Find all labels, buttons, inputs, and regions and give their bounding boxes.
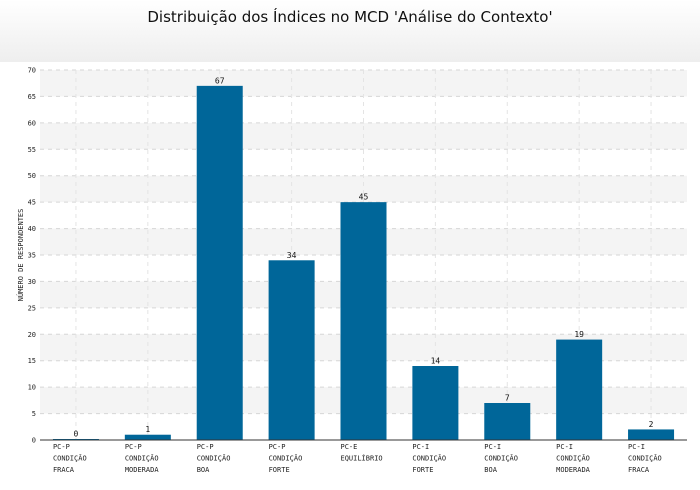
y-tick-label: 30 bbox=[28, 278, 36, 286]
bar[interactable] bbox=[196, 85, 243, 440]
y-axis-ticks: 0 5 10 15 20 25 30 35 40 45 50 55 60 65 70 bbox=[28, 67, 36, 445]
x-category-label: FORTE bbox=[269, 466, 290, 474]
x-category-label: PC-I bbox=[484, 443, 501, 451]
x-category-label: CONDIÇÃO bbox=[53, 454, 87, 463]
bar-value-label: 67 bbox=[215, 76, 225, 85]
x-category-label: FORTE bbox=[412, 466, 433, 474]
y-tick-label: 25 bbox=[28, 304, 36, 312]
x-category-label: CONDIÇÃO bbox=[269, 454, 303, 463]
plot-band bbox=[40, 175, 687, 203]
x-category-label: CONDIÇÃO bbox=[556, 454, 590, 463]
bar-value-label: 0 bbox=[74, 430, 79, 439]
x-category-label: PC-P bbox=[269, 443, 286, 451]
bar[interactable] bbox=[412, 366, 459, 440]
y-tick-label: 65 bbox=[28, 93, 36, 101]
y-tick-label: 40 bbox=[28, 225, 36, 233]
y-tick-label: 60 bbox=[28, 119, 36, 127]
x-category-label: PC-P bbox=[197, 443, 214, 451]
x-category-label: BOA bbox=[484, 466, 497, 474]
y-tick-label: 55 bbox=[28, 146, 36, 154]
bar-value-label: 7 bbox=[505, 394, 510, 403]
x-axis-labels: PC-P CONDIÇÃO FRACA PC-P CONDIÇÃO MODERADA PC-… bbox=[53, 443, 662, 474]
y-tick-label: 15 bbox=[28, 357, 36, 365]
x-category-label: CONDIÇÃO bbox=[125, 454, 159, 463]
x-category-label: PC-P bbox=[125, 443, 142, 451]
bar-value-label: 14 bbox=[431, 357, 441, 366]
bar[interactable] bbox=[484, 403, 531, 440]
y-tick-label: 20 bbox=[28, 331, 36, 339]
value-labels: 0 1 67 34 45 14 7 19 2 bbox=[74, 76, 654, 438]
x-category-label: CONDIÇÃO bbox=[412, 454, 446, 463]
x-category-label: PC-I bbox=[556, 443, 573, 451]
bars bbox=[52, 85, 675, 440]
x-category-label: PC-P bbox=[53, 443, 70, 451]
x-category-label: FRACA bbox=[628, 466, 650, 474]
y-tick-label: 35 bbox=[28, 252, 36, 260]
bar-value-label: 45 bbox=[359, 193, 369, 202]
y-tick-label: 45 bbox=[28, 199, 36, 207]
y-axis-label: NÚMERO DE RESPONDENTES bbox=[16, 209, 25, 302]
bar[interactable] bbox=[628, 429, 675, 440]
x-category-label: MODERADA bbox=[125, 466, 160, 474]
x-category-label: CONDIÇÃO bbox=[484, 454, 518, 463]
bar-value-label: 2 bbox=[649, 420, 654, 429]
plot-band bbox=[40, 70, 687, 97]
bar-value-label: 34 bbox=[287, 251, 297, 260]
x-category-label: BOA bbox=[197, 466, 210, 474]
x-category-label: PC-I bbox=[412, 443, 429, 451]
y-tick-label: 70 bbox=[28, 67, 36, 75]
x-category-label: EQUILÍBRIO bbox=[340, 454, 382, 463]
x-category-label: CONDIÇÃO bbox=[628, 454, 662, 463]
chart-title: Distribuição dos Índices no MCD 'Análise… bbox=[147, 7, 552, 26]
x-category-label: CONDIÇÃO bbox=[197, 454, 231, 463]
title-background bbox=[0, 0, 700, 62]
bar[interactable] bbox=[556, 339, 603, 440]
bar-value-label: 19 bbox=[574, 330, 584, 339]
bar[interactable] bbox=[268, 260, 315, 440]
x-category-label: PC-E bbox=[340, 443, 357, 451]
x-category-label: MODERADA bbox=[556, 466, 591, 474]
x-category-label: FRACA bbox=[53, 466, 75, 474]
bar[interactable] bbox=[340, 202, 387, 440]
bar-value-label: 1 bbox=[145, 425, 150, 434]
x-category-label: PC-I bbox=[628, 443, 645, 451]
y-tick-label: 0 bbox=[32, 437, 36, 445]
y-tick-label: 10 bbox=[28, 384, 36, 392]
bar[interactable] bbox=[124, 434, 171, 440]
y-tick-label: 50 bbox=[28, 172, 36, 180]
y-tick-label: 5 bbox=[32, 410, 36, 418]
